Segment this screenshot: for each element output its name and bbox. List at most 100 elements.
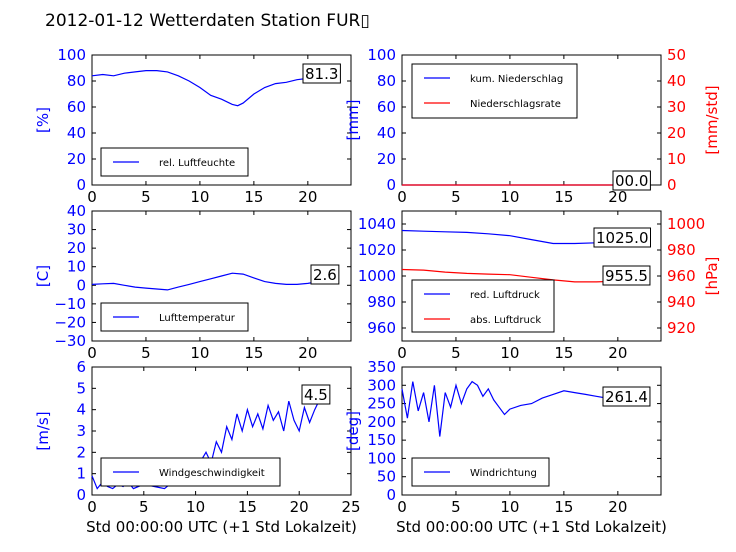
y-right-axis-label: [mm/std]: [703, 85, 721, 154]
legend-box: [411, 279, 555, 333]
y-tick-label: 350: [367, 358, 396, 376]
y-tick-label: 5: [76, 379, 86, 397]
x-tick-label: 20: [298, 188, 317, 206]
y-tick-label: 60: [377, 98, 396, 116]
series-line-rel-luftfeuchte: [91, 69, 330, 107]
y-right-axis-label: [hPa]: [703, 257, 721, 296]
legend-label: kum. Niederschlag: [470, 74, 563, 85]
legend-label: Lufttemperatur: [159, 313, 236, 324]
x-tick-label: 15: [244, 344, 263, 362]
x-axis-label: Std 00:00:00 UTC (+1 Std Lokalzeit): [396, 518, 667, 536]
y-right-tick-label: 40: [667, 72, 686, 90]
series-line-lufttemperatur: [91, 272, 330, 291]
series-line-abs-luftdruck: [401, 268, 640, 283]
legend-label: rel. Luftfeuchte: [159, 158, 235, 169]
value-label: 00.0: [615, 172, 648, 190]
y-tick-label: 40: [67, 202, 86, 220]
value-label-box: [612, 170, 651, 191]
axes-frame: [91, 210, 352, 342]
y-tick-label: 0: [76, 486, 86, 504]
x-tick-label: 20: [608, 498, 627, 516]
x-tick-label: 5: [451, 188, 461, 206]
y-tick-label: 100: [367, 449, 396, 467]
x-tick-label: 0: [87, 188, 97, 206]
x-tick-label: 10: [500, 188, 519, 206]
axes-frame: [91, 54, 352, 186]
y-tick-label: 960: [367, 319, 396, 337]
y-axis-label: [%]: [34, 107, 52, 133]
y-axis-label: [m/s]: [34, 411, 52, 450]
legend-label: abs. Luftdruck: [470, 315, 541, 326]
y-tick-label: 1: [76, 465, 86, 483]
y-tick-label: 40: [377, 124, 396, 142]
y-tick-label: 100: [367, 46, 396, 64]
x-tick-label: 10: [500, 498, 519, 516]
y-tick-label: 250: [367, 395, 396, 413]
x-tick-label: 20: [608, 188, 627, 206]
x-tick-label: 10: [190, 344, 209, 362]
value-label: 261.4: [605, 388, 648, 406]
x-tick-label: 0: [397, 188, 407, 206]
y-right-tick-label: 50: [667, 46, 686, 64]
x-tick-label: 25: [341, 498, 360, 516]
x-tick-label: 15: [238, 498, 257, 516]
panel-humidity: 0 5 10 15 20 0 20 40 60 80 100 [%] rel. Luftfeuchte 8…: [34, 46, 352, 206]
y-tick-label: 10: [67, 258, 86, 276]
x-tick-label: 10: [190, 188, 209, 206]
x-tick-label: 0: [397, 344, 407, 362]
value-label-box: [602, 386, 651, 407]
y-axis-label: [mm]: [344, 100, 362, 141]
y-right-tick-label: 30: [667, 98, 686, 116]
y-tick-label: 50: [377, 468, 396, 486]
y-tick-label: 0: [386, 486, 396, 504]
y-tick-label: −30: [54, 332, 86, 350]
y-tick-label: 30: [67, 221, 86, 239]
legend-label: Niederschlagsrate: [470, 99, 561, 110]
panel-pressure: 0 5 10 15 20 960 980 1000 1020 1040 920 940 960 980 10…: [358, 210, 721, 362]
y-tick-label: 80: [377, 72, 396, 90]
series-line-windrichtung: [401, 380, 640, 437]
axes-frame: [401, 366, 662, 496]
x-tick-label: 15: [244, 188, 263, 206]
x-tick-label: 20: [608, 344, 627, 362]
panel-temperature: 0 5 10 15 20−30−20−10010203040[C]Lufttempera…: [34, 202, 352, 362]
figure-title: 2012-01-12 Wetterdaten Station FUR▯: [45, 11, 370, 31]
y-axis-label: [deg]: [344, 411, 362, 451]
y-tick-label: 0: [386, 176, 396, 194]
y-tick-label: 0: [76, 276, 86, 294]
y-tick-label: 20: [377, 150, 396, 168]
x-tick-label: 0: [397, 498, 407, 516]
y-tick-label: 20: [67, 150, 86, 168]
y-tick-label: 2: [76, 443, 86, 461]
y-right-tick-label: 20: [667, 124, 686, 142]
y-axis-label: [C]: [34, 265, 52, 287]
x-tick-label: 10: [186, 498, 205, 516]
x-tick-label: 0: [87, 344, 97, 362]
y-tick-label: 60: [67, 98, 86, 116]
y-tick-label: 40: [67, 124, 86, 142]
y-tick-label: 20: [67, 239, 86, 257]
y-right-tick-label: 980: [667, 241, 696, 259]
x-tick-label: 5: [141, 344, 151, 362]
value-label: 955.5: [605, 267, 648, 285]
x-tick-label: 15: [554, 344, 573, 362]
x-tick-label: 5: [451, 498, 461, 516]
x-tick-label: 20: [298, 344, 317, 362]
y-tick-label: 150: [367, 431, 396, 449]
panel-precip: 0 5 10 15 20 0 20 40 60 80 100 0 10 20 30 40 50 [mm] [mm/s…: [344, 46, 721, 206]
y-tick-label: 200: [367, 413, 396, 431]
legend-label: Windrichtung: [470, 468, 537, 479]
y-right-tick-label: 1000: [667, 215, 705, 233]
value-label-box: [593, 227, 651, 248]
x-tick-label: 15: [554, 498, 573, 516]
y-tick-label: 0: [76, 176, 86, 194]
y-tick-label: −20: [54, 313, 86, 331]
x-tick-label: 0: [87, 498, 97, 516]
value-label-box: [301, 384, 331, 405]
y-tick-label: 3: [76, 422, 86, 440]
y-right-tick-label: 960: [667, 267, 696, 285]
value-label: 4.5: [304, 386, 328, 404]
y-tick-label: 80: [67, 72, 86, 90]
x-tick-label: 5: [141, 188, 151, 206]
y-tick-label: 1000: [358, 267, 396, 285]
